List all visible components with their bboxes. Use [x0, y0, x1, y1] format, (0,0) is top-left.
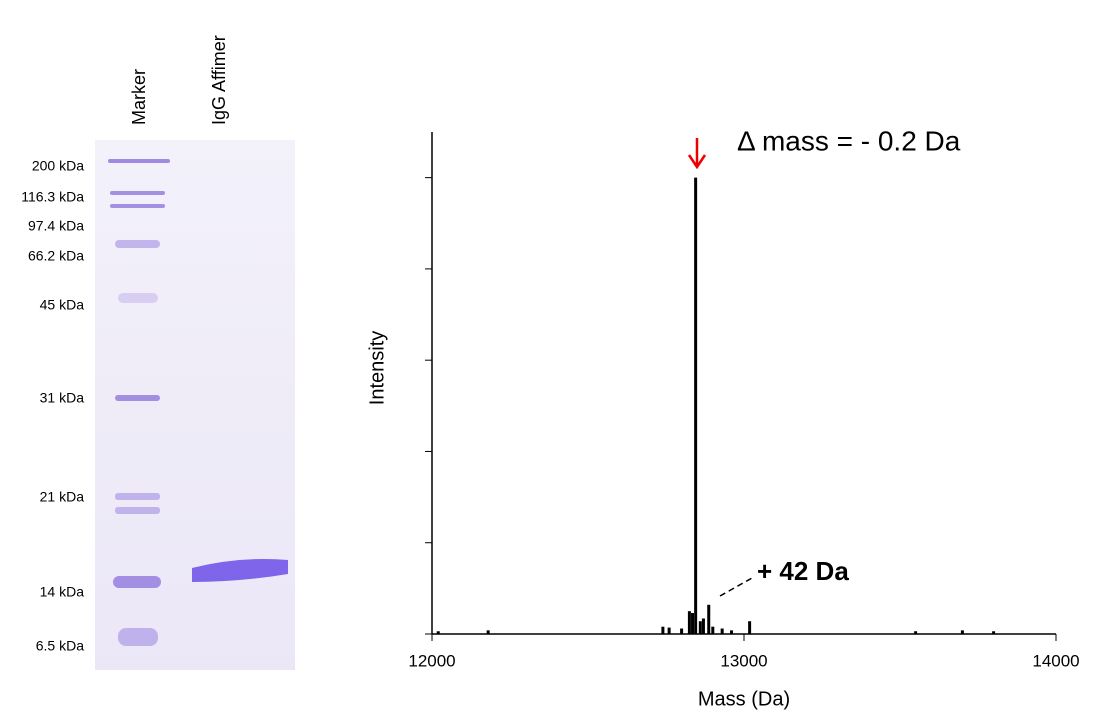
marker-label: 116.3 kDa — [21, 189, 84, 205]
annotation: + 42 Da — [757, 556, 849, 586]
marker-label: 6.5 kDa — [36, 638, 84, 654]
x-tick-label: 13000 — [720, 651, 767, 670]
lane-label: IgG Affimer — [209, 35, 229, 125]
arrow — [689, 138, 705, 167]
x-tick-label: 12000 — [408, 651, 455, 670]
marker-label: 200 kDa — [32, 158, 84, 174]
lane-label: Marker — [129, 69, 149, 125]
figure: Marker IgG Affimer 200 kDa 116.3 kDa 97.4 kD… — [0, 0, 1097, 715]
x-tick-label: 14000 — [1032, 651, 1079, 670]
annotation: Δ mass = - 0.2 Da — [737, 125, 961, 156]
marker-label: 45 kDa — [40, 297, 85, 313]
y-axis-label: Intensity — [366, 331, 388, 405]
leader — [720, 578, 752, 596]
marker-label: 14 kDa — [40, 584, 85, 600]
x-axis-label: Mass (Da) — [698, 688, 790, 710]
gel — [95, 140, 295, 670]
marker-label: 97.4 kDa — [28, 218, 84, 234]
marker-label: 21 kDa — [40, 489, 85, 505]
marker-label: 31 kDa — [40, 390, 85, 406]
marker-label: 66.2 kDa — [28, 248, 84, 264]
